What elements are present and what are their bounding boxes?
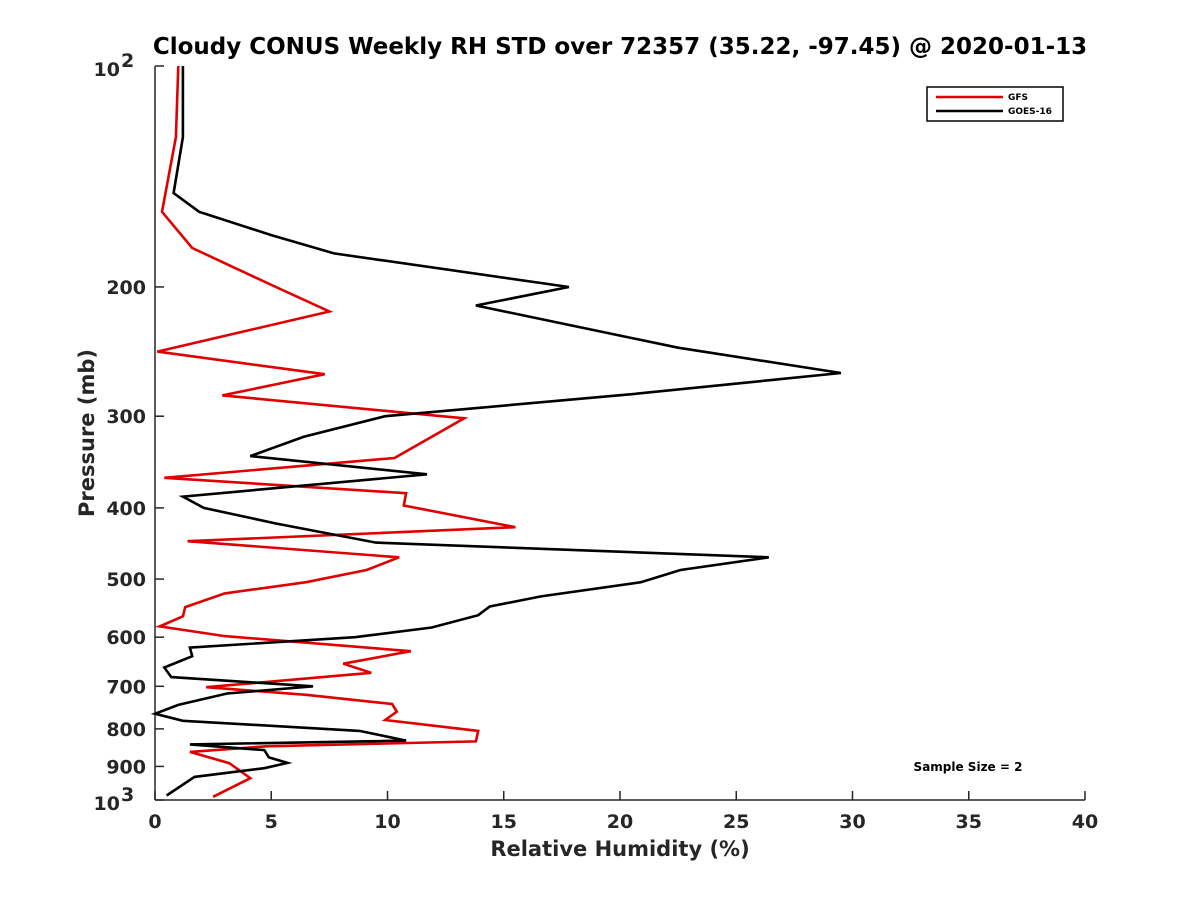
series-line-goes-16: [150, 66, 842, 797]
y-tick-label: 800: [106, 719, 146, 741]
legend-label-goes16: GOES-16: [1008, 107, 1052, 117]
y-tick-label-exponent: 3: [121, 784, 134, 806]
y-tick-label: 600: [106, 627, 146, 649]
y-tick-label-base: 10: [94, 793, 120, 815]
x-tick-label: 5: [265, 811, 278, 833]
y-tick-label: 300: [106, 406, 146, 428]
legend-box: [926, 86, 1064, 122]
x-tick-label: 40: [1072, 811, 1098, 833]
x-tick-label: 30: [839, 811, 865, 833]
legend-label-gfs: GFS: [1008, 93, 1028, 103]
chart-title: Cloudy CONUS Weekly RH STD over 72357 (3…: [153, 34, 1087, 60]
y-tick-label: 700: [106, 676, 146, 698]
y-tick-label: 900: [106, 756, 146, 778]
y-tick-label-exponent: 2: [121, 50, 134, 72]
x-tick-label: 35: [956, 811, 982, 833]
y-axis-label: Pressure (mb): [75, 349, 99, 517]
x-tick-label: 20: [607, 811, 633, 833]
plot-area: [150, 65, 1085, 801]
y-tick-label: 400: [106, 498, 146, 520]
x-axis-label: Relative Humidity (%): [490, 837, 749, 861]
sample-size-annotation: Sample Size = 2: [914, 760, 1023, 774]
x-tick-label: 10: [374, 811, 400, 833]
y-tick-label-base: 10: [94, 59, 120, 81]
legend: GFS GOES-16: [926, 86, 1064, 122]
series-line-gfs: [155, 65, 516, 798]
y-tick-label: 500: [106, 569, 146, 591]
x-tick-label: 25: [723, 811, 749, 833]
x-tick-label: 15: [491, 811, 517, 833]
x-tick-label: 0: [148, 811, 161, 833]
x-axis: 0 5 10 15 20 25 30 35 40: [148, 791, 1098, 833]
y-tick-label: 200: [106, 277, 146, 299]
